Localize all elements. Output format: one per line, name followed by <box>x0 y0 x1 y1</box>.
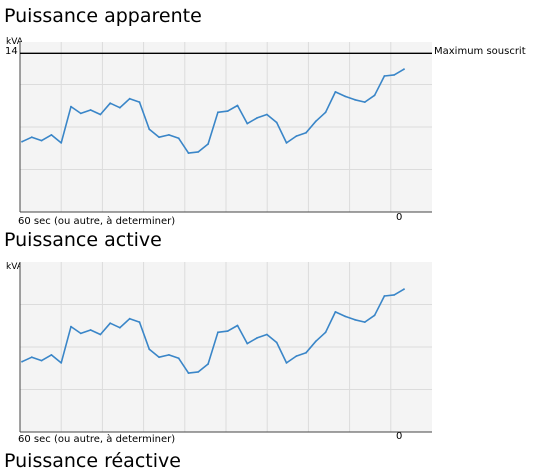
data-point <box>197 151 200 153</box>
data-point <box>30 136 33 139</box>
data-point <box>373 314 376 317</box>
data-point <box>324 111 327 114</box>
chart-apparent-plot <box>19 42 432 213</box>
data-point <box>256 337 258 339</box>
data-point <box>177 357 180 360</box>
data-point <box>334 311 337 313</box>
data-point <box>79 332 82 335</box>
data-point <box>363 321 366 323</box>
x-axis-label-right: 0 <box>396 212 403 223</box>
data-point <box>138 321 141 323</box>
data-point <box>187 372 190 374</box>
data-point <box>266 333 268 336</box>
data-point <box>324 331 327 334</box>
data-point <box>226 330 229 332</box>
data-point <box>354 318 356 321</box>
data-point <box>89 329 92 331</box>
data-point <box>197 371 200 373</box>
data-point <box>275 121 278 124</box>
data-point <box>207 143 210 145</box>
data-point <box>236 324 239 327</box>
data-point <box>60 142 63 144</box>
y-axis-label: kVA <box>6 37 23 47</box>
chart-title-reactive: Puissance réactive <box>4 450 181 472</box>
data-point <box>158 136 161 139</box>
data-point <box>256 117 258 119</box>
data-point <box>363 101 366 103</box>
y-tick-label: 14 <box>5 46 18 57</box>
data-point <box>60 362 63 364</box>
data-point <box>354 98 356 101</box>
x-axis-label-left: 60 sec (ou autre, à determiner) <box>18 216 176 227</box>
data-point <box>109 102 112 105</box>
data-point <box>246 342 249 345</box>
data-point <box>70 325 72 328</box>
data-point <box>21 140 23 143</box>
data-point <box>344 95 347 98</box>
data-point <box>40 359 43 362</box>
data-point <box>314 340 317 343</box>
data-point <box>128 97 131 100</box>
data-point <box>217 111 219 114</box>
data-point <box>187 152 190 154</box>
data-point <box>89 109 92 111</box>
data-point <box>275 341 278 344</box>
data-point <box>305 351 307 354</box>
data-point <box>334 91 337 93</box>
data-point <box>109 322 112 325</box>
data-point <box>403 68 405 71</box>
data-point <box>266 113 268 116</box>
data-point <box>158 356 161 359</box>
data-point <box>236 104 239 107</box>
data-point <box>285 362 288 364</box>
data-point <box>99 333 102 336</box>
data-point <box>50 134 53 136</box>
data-point <box>79 112 82 115</box>
data-point <box>119 326 121 329</box>
data-point <box>393 74 396 76</box>
data-point <box>403 288 405 291</box>
data-point <box>393 294 396 296</box>
series-line <box>21 288 405 374</box>
data-point <box>383 75 386 77</box>
data-point <box>246 122 249 125</box>
data-point <box>50 354 53 356</box>
y-axis-label: kVA <box>6 262 23 272</box>
data-point <box>40 139 43 142</box>
data-point <box>344 315 347 318</box>
series-line <box>21 68 405 154</box>
data-point <box>295 135 298 137</box>
data-point <box>226 110 229 112</box>
data-point <box>148 348 151 351</box>
data-point <box>138 101 141 103</box>
data-point <box>207 363 210 365</box>
chart-title-apparent: Puissance apparente <box>4 5 202 27</box>
data-point <box>168 354 170 356</box>
data-point <box>128 317 131 320</box>
chart-title-active: Puissance active <box>4 229 162 251</box>
data-point <box>99 113 102 116</box>
data-point <box>295 355 298 357</box>
data-point <box>217 331 219 334</box>
data-point <box>305 131 307 134</box>
data-point <box>373 94 376 97</box>
data-point <box>21 360 23 363</box>
data-point <box>314 120 317 123</box>
reference-line-label: Maximum souscrit <box>434 46 526 57</box>
data-point <box>383 295 386 297</box>
x-axis-label-left: 60 sec (ou autre, à determiner) <box>18 434 176 445</box>
data-point <box>285 142 288 144</box>
data-point <box>119 106 121 109</box>
data-point <box>148 128 151 131</box>
chart-active-plot <box>19 262 432 433</box>
x-axis-label-right: 0 <box>396 431 403 442</box>
data-point <box>70 105 72 108</box>
data-point <box>177 137 180 140</box>
data-point <box>168 134 170 136</box>
data-point <box>30 356 33 359</box>
